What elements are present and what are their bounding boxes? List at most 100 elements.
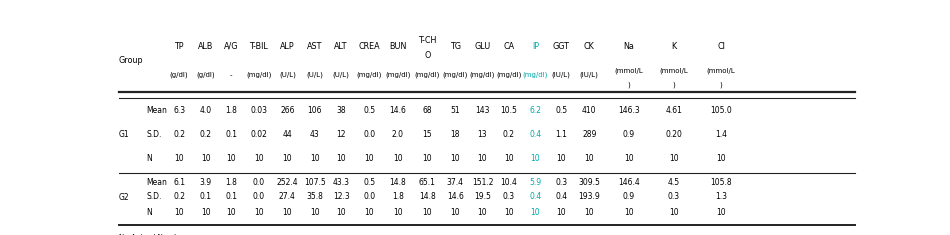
Text: AST: AST <box>307 42 322 51</box>
Text: 0.4: 0.4 <box>529 129 542 139</box>
Text: 10: 10 <box>282 208 293 217</box>
Text: 14.8: 14.8 <box>419 192 436 201</box>
Text: 0.1: 0.1 <box>225 129 238 139</box>
Text: (U/L): (U/L) <box>306 72 323 78</box>
Text: 10: 10 <box>531 208 541 217</box>
Text: 193.9: 193.9 <box>579 192 600 201</box>
Text: (mg/dl): (mg/dl) <box>356 72 382 78</box>
Text: 10: 10 <box>716 208 726 217</box>
Text: 10.5: 10.5 <box>501 106 518 115</box>
Text: (mg/dl): (mg/dl) <box>522 72 548 78</box>
Text: 10: 10 <box>716 154 726 163</box>
Text: 2.0: 2.0 <box>391 129 404 139</box>
Text: 13: 13 <box>478 129 487 139</box>
Text: G2: G2 <box>119 193 129 202</box>
Text: 10: 10 <box>364 154 374 163</box>
Text: 106: 106 <box>308 106 322 115</box>
Text: 1.8: 1.8 <box>225 178 238 187</box>
Text: 0.1: 0.1 <box>200 192 212 201</box>
Text: 0.3: 0.3 <box>555 178 567 187</box>
Text: Mean: Mean <box>146 178 167 187</box>
Text: 10: 10 <box>531 154 541 163</box>
Text: 0.4: 0.4 <box>555 192 567 201</box>
Text: 0.2: 0.2 <box>173 192 185 201</box>
Text: N : Animal Numbers: N : Animal Numbers <box>119 234 189 235</box>
Text: (mmol/L: (mmol/L <box>707 67 735 74</box>
Text: 1.8: 1.8 <box>225 106 238 115</box>
Text: 107.5: 107.5 <box>304 178 326 187</box>
Text: (mg/dl): (mg/dl) <box>443 72 468 78</box>
Text: 0.20: 0.20 <box>665 129 682 139</box>
Text: ALT: ALT <box>334 42 348 51</box>
Text: 6.2: 6.2 <box>529 106 542 115</box>
Text: 10: 10 <box>557 154 566 163</box>
Text: (mg/dl): (mg/dl) <box>496 72 522 78</box>
Text: 43: 43 <box>310 129 319 139</box>
Text: 37.4: 37.4 <box>446 178 464 187</box>
Text: 35.8: 35.8 <box>306 192 323 201</box>
Text: (IU/L): (IU/L) <box>580 72 598 78</box>
Text: 10: 10 <box>174 154 184 163</box>
Text: 4.61: 4.61 <box>665 106 682 115</box>
Text: 146.4: 146.4 <box>618 178 640 187</box>
Text: 10: 10 <box>669 208 678 217</box>
Text: 0.02: 0.02 <box>250 129 267 139</box>
Text: ): ) <box>673 82 675 88</box>
Text: S.D.: S.D. <box>146 192 162 201</box>
Text: 14.6: 14.6 <box>390 106 407 115</box>
Text: CK: CK <box>584 42 595 51</box>
Text: 10.4: 10.4 <box>501 178 518 187</box>
Text: 4.0: 4.0 <box>200 106 212 115</box>
Text: 0.0: 0.0 <box>363 129 375 139</box>
Text: 6.1: 6.1 <box>173 178 185 187</box>
Text: 309.5: 309.5 <box>579 178 600 187</box>
Text: 43.3: 43.3 <box>332 178 350 187</box>
Text: 12: 12 <box>336 129 346 139</box>
Text: 12.3: 12.3 <box>332 192 350 201</box>
Text: 0.2: 0.2 <box>173 129 185 139</box>
Text: 10: 10 <box>504 154 514 163</box>
Text: -: - <box>230 72 233 78</box>
Text: N: N <box>146 208 153 217</box>
Text: 65.1: 65.1 <box>419 178 436 187</box>
Text: 0.5: 0.5 <box>555 106 567 115</box>
Text: CREA: CREA <box>358 42 380 51</box>
Text: 146.3: 146.3 <box>618 106 640 115</box>
Text: 289: 289 <box>582 129 597 139</box>
Text: ): ) <box>628 82 631 88</box>
Text: 38: 38 <box>336 106 346 115</box>
Text: 6.3: 6.3 <box>173 106 185 115</box>
Text: IP: IP <box>532 42 539 51</box>
Text: 143: 143 <box>475 106 489 115</box>
Text: G1: G1 <box>119 130 129 139</box>
Text: 10: 10 <box>504 208 514 217</box>
Text: 1.4: 1.4 <box>715 129 727 139</box>
Text: 10: 10 <box>423 208 432 217</box>
Text: 10: 10 <box>336 154 346 163</box>
Text: 10: 10 <box>310 154 319 163</box>
Text: 10: 10 <box>478 154 487 163</box>
Text: ): ) <box>720 82 722 88</box>
Text: 252.4: 252.4 <box>276 178 298 187</box>
Text: Group: Group <box>119 56 143 65</box>
Text: CA: CA <box>504 42 515 51</box>
Text: 10: 10 <box>669 154 678 163</box>
Text: 10: 10 <box>624 208 634 217</box>
Text: N: N <box>146 154 153 163</box>
Text: (mmol/L: (mmol/L <box>659 67 688 74</box>
Text: 105.0: 105.0 <box>711 106 732 115</box>
Text: ALB: ALB <box>198 42 214 51</box>
Text: 15: 15 <box>423 129 432 139</box>
Text: 1.1: 1.1 <box>556 129 567 139</box>
Text: 10: 10 <box>584 154 594 163</box>
Text: (mg/dl): (mg/dl) <box>246 72 272 78</box>
Text: 10: 10 <box>450 208 460 217</box>
Text: 10: 10 <box>450 154 460 163</box>
Text: 0.9: 0.9 <box>623 129 635 139</box>
Text: 0.5: 0.5 <box>363 178 375 187</box>
Text: 0.2: 0.2 <box>503 129 515 139</box>
Text: 0.3: 0.3 <box>503 192 515 201</box>
Text: 14.6: 14.6 <box>446 192 464 201</box>
Text: (g/dl): (g/dl) <box>170 72 188 78</box>
Text: 0.9: 0.9 <box>623 192 635 201</box>
